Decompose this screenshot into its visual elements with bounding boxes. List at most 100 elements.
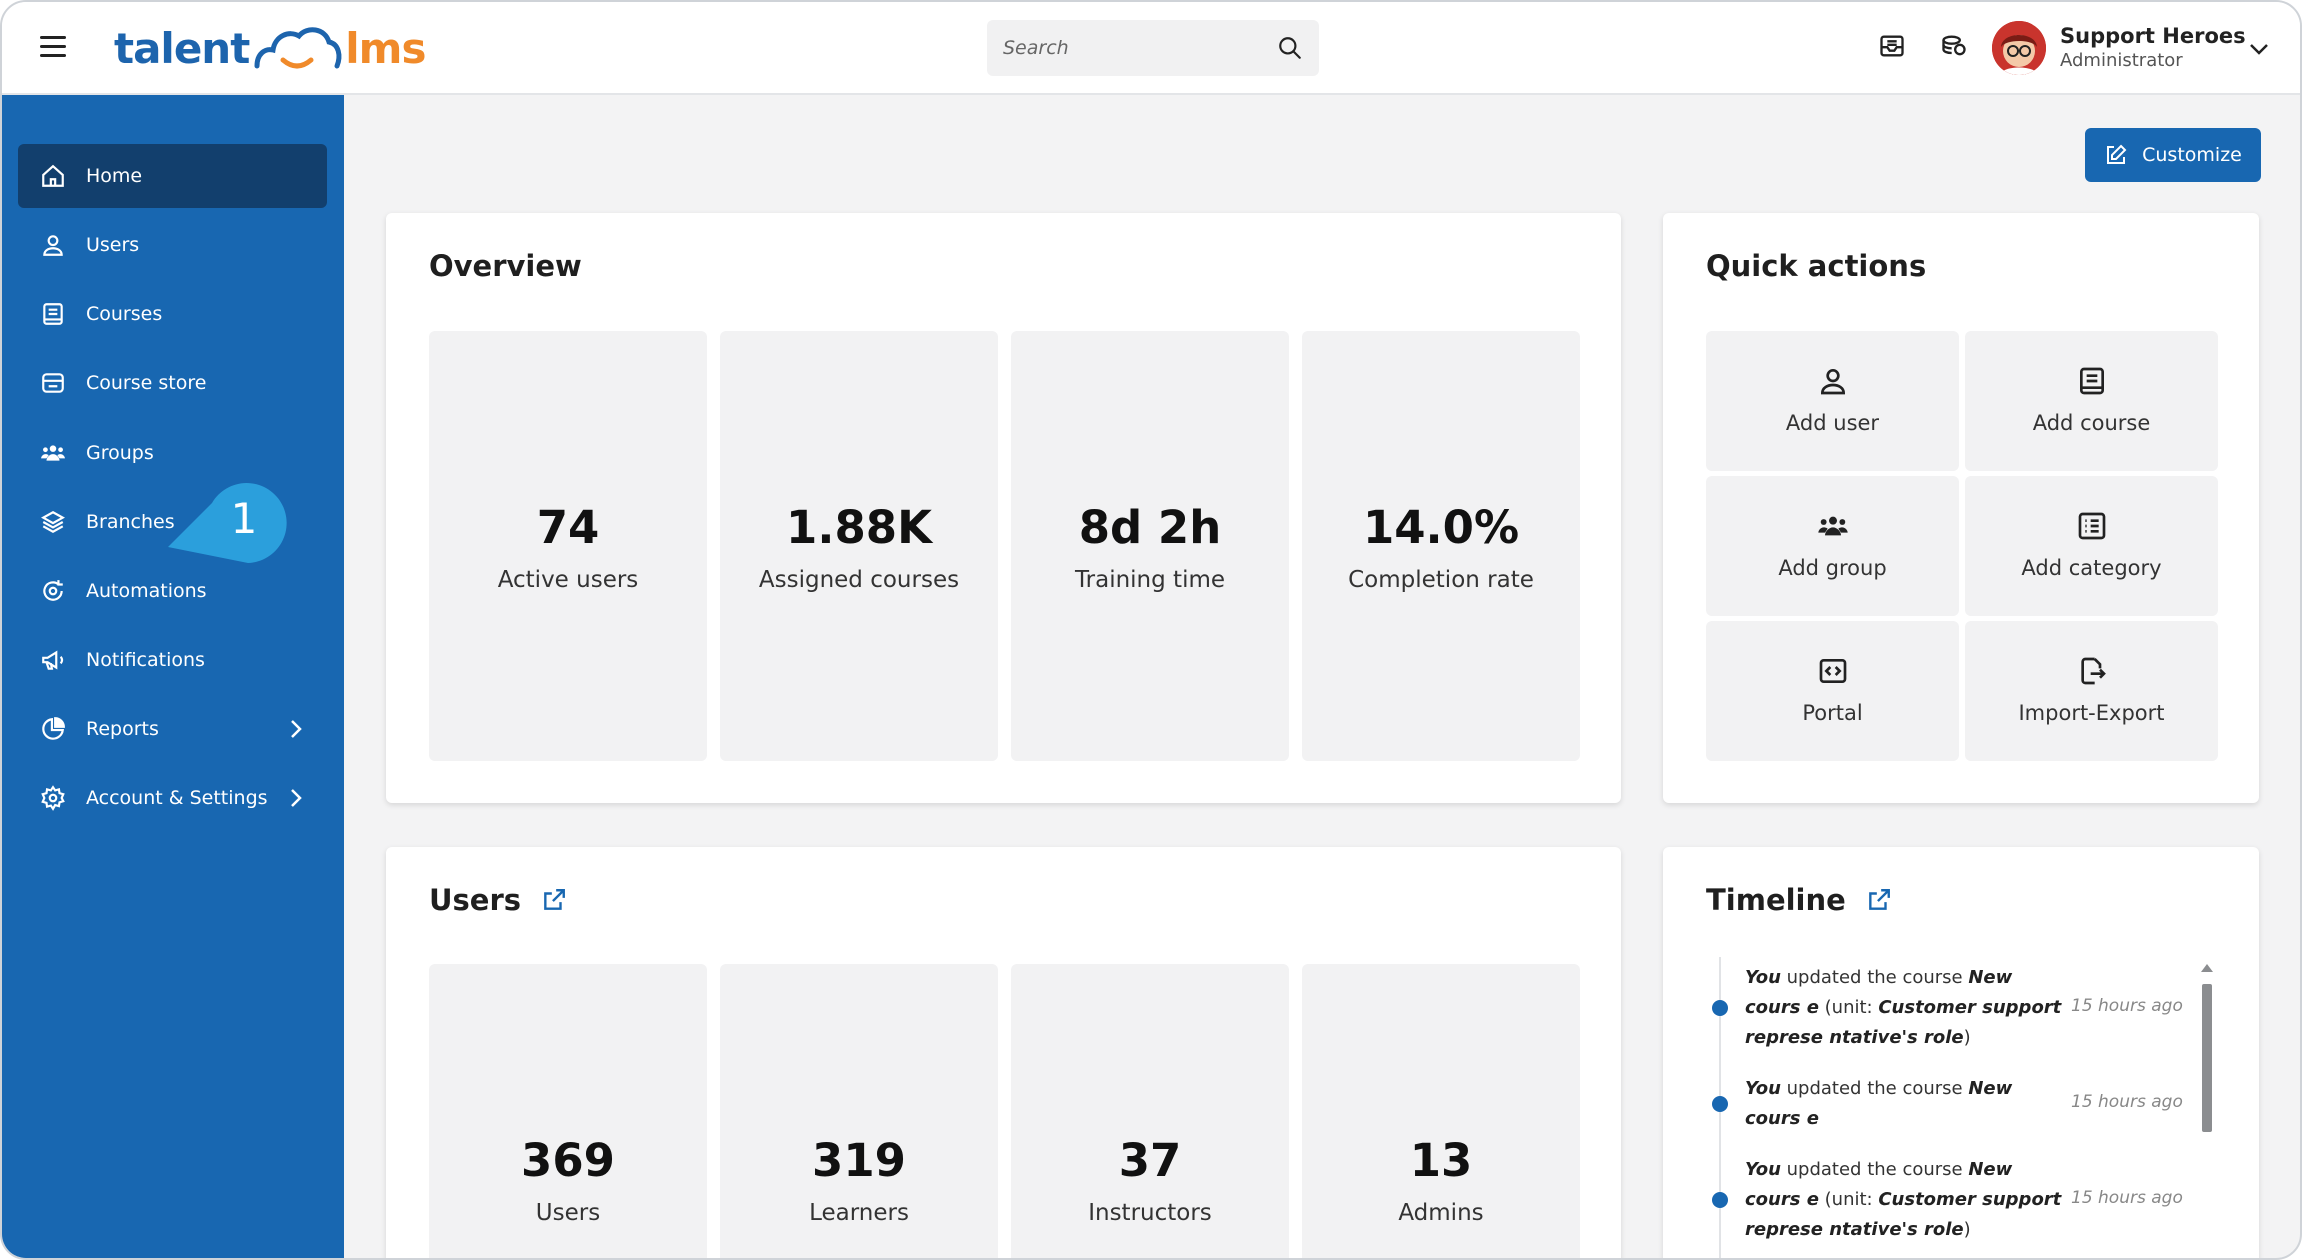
quick-actions-card: Quick actions Add user Add course Add gr… xyxy=(1663,213,2259,803)
scroll-up-arrow[interactable] xyxy=(2201,964,2213,972)
timeline-action: updated the course xyxy=(1780,1078,1969,1099)
sidebar-item-courses[interactable]: Courses xyxy=(18,282,327,346)
stat-label: Admins xyxy=(1398,1200,1484,1226)
timeline-course-link[interactable]: New cours e xyxy=(1745,1078,2013,1129)
coins-icon[interactable] xyxy=(1940,32,1968,60)
sidebar-item-course-store[interactable]: Course store xyxy=(18,351,327,415)
timeline-dot xyxy=(1712,1000,1728,1016)
timeline-actor: You xyxy=(1745,1078,1781,1099)
logo-text-lms: lms xyxy=(345,23,426,73)
menu-icon[interactable] xyxy=(40,36,66,58)
timeline-entry[interactable]: You updated the course New cours e xyxy=(1745,1074,2065,1134)
sidebar-item-label: Users xyxy=(86,234,140,256)
stat-users[interactable]: 369 Users xyxy=(429,964,707,1258)
qa-label: Add user xyxy=(1785,411,1880,435)
qa-label: Import-Export xyxy=(2018,701,2165,725)
sidebar-item-label: Groups xyxy=(86,442,154,464)
chevron-down-icon[interactable] xyxy=(2248,42,2270,56)
book-icon xyxy=(2080,367,2104,395)
stat-value: 369 xyxy=(521,1134,615,1187)
edit-icon xyxy=(2107,144,2127,164)
timeline-entry[interactable]: You updated the course New cours e (unit… xyxy=(1745,1155,2065,1245)
add-group-button[interactable]: Add group xyxy=(1706,476,1959,616)
timeline-unit-prefix: (unit: xyxy=(1818,1189,1879,1210)
stat-label: Learners xyxy=(809,1200,909,1226)
stat-assigned-courses[interactable]: 1.88K Assigned courses xyxy=(720,331,998,761)
add-user-button[interactable]: Add user xyxy=(1706,331,1959,471)
stat-value: 13 xyxy=(1409,1134,1473,1187)
stat-label: Instructors xyxy=(1088,1200,1212,1226)
profile-name: Support Heroes xyxy=(2060,24,2246,48)
search-icon[interactable] xyxy=(1277,35,1303,61)
timeline-unit-link[interactable]: Customer support represe ntative's role xyxy=(1745,997,2062,1048)
timeline-dot xyxy=(1712,1096,1728,1112)
add-category-button[interactable]: Add category xyxy=(1965,476,2218,616)
add-course-button[interactable]: Add course xyxy=(1965,331,2218,471)
home-icon xyxy=(42,164,64,187)
inbox-icon[interactable] xyxy=(1878,32,1906,60)
avatar xyxy=(1992,21,2046,75)
sidebar-item-notifications[interactable]: Notifications xyxy=(18,628,327,692)
logo-text-talent: talent xyxy=(114,23,250,73)
automation-icon xyxy=(43,580,63,601)
import-export-button[interactable]: Import-Export xyxy=(1965,621,2218,761)
sidebar-item-branches[interactable]: Branches xyxy=(18,490,327,554)
external-link-icon[interactable] xyxy=(541,887,567,913)
customize-label: Customize xyxy=(2142,144,2242,166)
sidebar-item-automations[interactable]: Automations xyxy=(18,559,327,623)
sidebar-item-users[interactable]: Users xyxy=(18,213,327,277)
chevron-right-icon[interactable] xyxy=(289,718,303,740)
timeline-unit-suffix: ) xyxy=(1963,1219,1971,1240)
callout-number: 1 xyxy=(231,494,258,543)
external-link-icon[interactable] xyxy=(1866,887,1892,913)
chevron-right-icon[interactable] xyxy=(289,787,303,809)
sidebar-item-label: Reports xyxy=(86,718,159,740)
sidebar-item-label: Course store xyxy=(86,372,207,394)
layers-icon xyxy=(41,511,65,533)
stat-admins[interactable]: 13 Admins xyxy=(1302,964,1580,1258)
avatar-illustration-icon xyxy=(1992,21,2046,75)
customize-button[interactable]: Customize xyxy=(2085,128,2261,182)
timeline-actor: You xyxy=(1745,1159,1781,1180)
overview-card: Overview 74 Active users 1.88K Assigned … xyxy=(386,213,1621,803)
sidebar-item-reports[interactable]: Reports xyxy=(18,697,327,761)
timeline-entry[interactable]: You updated the course New cours e (unit… xyxy=(1745,963,2065,1053)
search-box[interactable] xyxy=(987,20,1319,76)
sidebar-item-account-settings[interactable]: Account & Settings xyxy=(18,766,327,830)
stat-training-time[interactable]: 8d 2h Training time xyxy=(1011,331,1289,761)
sidebar: Home Users Courses Course store Groups B… xyxy=(2,95,344,1258)
users-title[interactable]: Users xyxy=(429,883,567,917)
stat-active-users[interactable]: 74 Active users xyxy=(429,331,707,761)
timeline-unit-link[interactable]: Customer support represe ntative's role xyxy=(1745,1189,2062,1240)
stat-instructors[interactable]: 37 Instructors xyxy=(1011,964,1289,1258)
timeline-scrollbar[interactable] xyxy=(2202,984,2212,1132)
user-icon xyxy=(43,235,63,256)
timeline-title[interactable]: Timeline xyxy=(1706,883,1892,917)
talentlms-logo[interactable]: talent lms xyxy=(114,20,426,76)
stat-label: Training time xyxy=(1074,567,1226,593)
profile-role: Administrator xyxy=(2060,50,2183,71)
stat-learners[interactable]: 319 Learners xyxy=(720,964,998,1258)
timeline-action: updated the course xyxy=(1780,1159,1969,1180)
stat-label: Assigned courses xyxy=(758,567,960,593)
sidebar-item-groups[interactable]: Groups xyxy=(18,421,327,485)
book-icon xyxy=(43,303,63,325)
sidebar-item-label: Branches xyxy=(86,511,175,533)
user-profile-menu[interactable]: Support Heroes Administrator xyxy=(1992,12,2282,84)
qa-label: Add group xyxy=(1778,556,1887,580)
sidebar-item-home[interactable]: Home xyxy=(18,144,327,208)
stat-completion-rate[interactable]: 14.0% Completion rate xyxy=(1302,331,1580,761)
timeline-time: 15 hours ago xyxy=(2071,1092,2183,1112)
timeline-course-link[interactable]: New cours e xyxy=(1745,967,2013,1018)
portal-button[interactable]: Portal xyxy=(1706,621,1959,761)
sidebar-item-label: Notifications xyxy=(86,649,205,671)
timeline-time: 15 hours ago xyxy=(2071,996,2183,1016)
search-input[interactable] xyxy=(1003,37,1277,59)
store-icon xyxy=(42,373,64,393)
sidebar-item-label: Account & Settings xyxy=(86,787,268,809)
timeline-unit-prefix: (unit: xyxy=(1818,997,1879,1018)
timeline-course-link[interactable]: New cours e xyxy=(1745,1159,2013,1210)
stat-value: 14.0% xyxy=(1362,501,1520,554)
quick-actions-title-text: Quick actions xyxy=(1706,249,1927,283)
